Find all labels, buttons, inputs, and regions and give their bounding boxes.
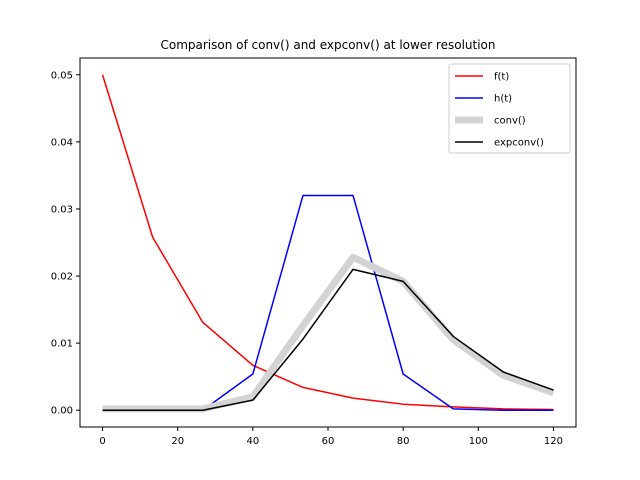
y-tick-label: 0.04: [51, 137, 73, 148]
x-tick-label: 80: [397, 436, 410, 447]
series-line-3: [102, 268, 554, 411]
chart-title: Comparison of conv() and expconv() at lo…: [160, 38, 495, 52]
x-tick-label: 60: [322, 436, 335, 447]
y-tick-label: 0.03: [51, 204, 73, 215]
legend-box: [448, 63, 571, 154]
legend-label-1: h(t): [494, 94, 512, 105]
x-tick-label: 40: [246, 436, 259, 447]
y-tick-label: 0.02: [51, 272, 73, 283]
series-line-2: [102, 253, 555, 413]
series-line-1: [102, 194, 554, 411]
legend-label-3: expconv(): [494, 138, 544, 149]
plot-area: [101, 74, 555, 413]
y-tick-label: 0.01: [51, 339, 73, 350]
series-line-0: [101, 74, 554, 411]
legend: f(t) h(t) conv() expconv(): [448, 63, 571, 154]
legend-label-2: conv(): [494, 116, 526, 127]
x-tick-label: 0: [99, 436, 105, 447]
y-axis: 0.00 0.01 0.02 0.03 0.04 0.05: [51, 70, 80, 417]
x-tick-label: 120: [544, 436, 563, 447]
x-tick-label: 100: [469, 436, 488, 447]
legend-label-0: f(t): [494, 72, 509, 83]
x-axis: 0 20 40 60 80 100 120: [99, 427, 563, 447]
y-tick-label: 0.05: [51, 70, 73, 81]
y-tick-label: 0.00: [51, 406, 73, 417]
x-tick-label: 20: [171, 436, 184, 447]
